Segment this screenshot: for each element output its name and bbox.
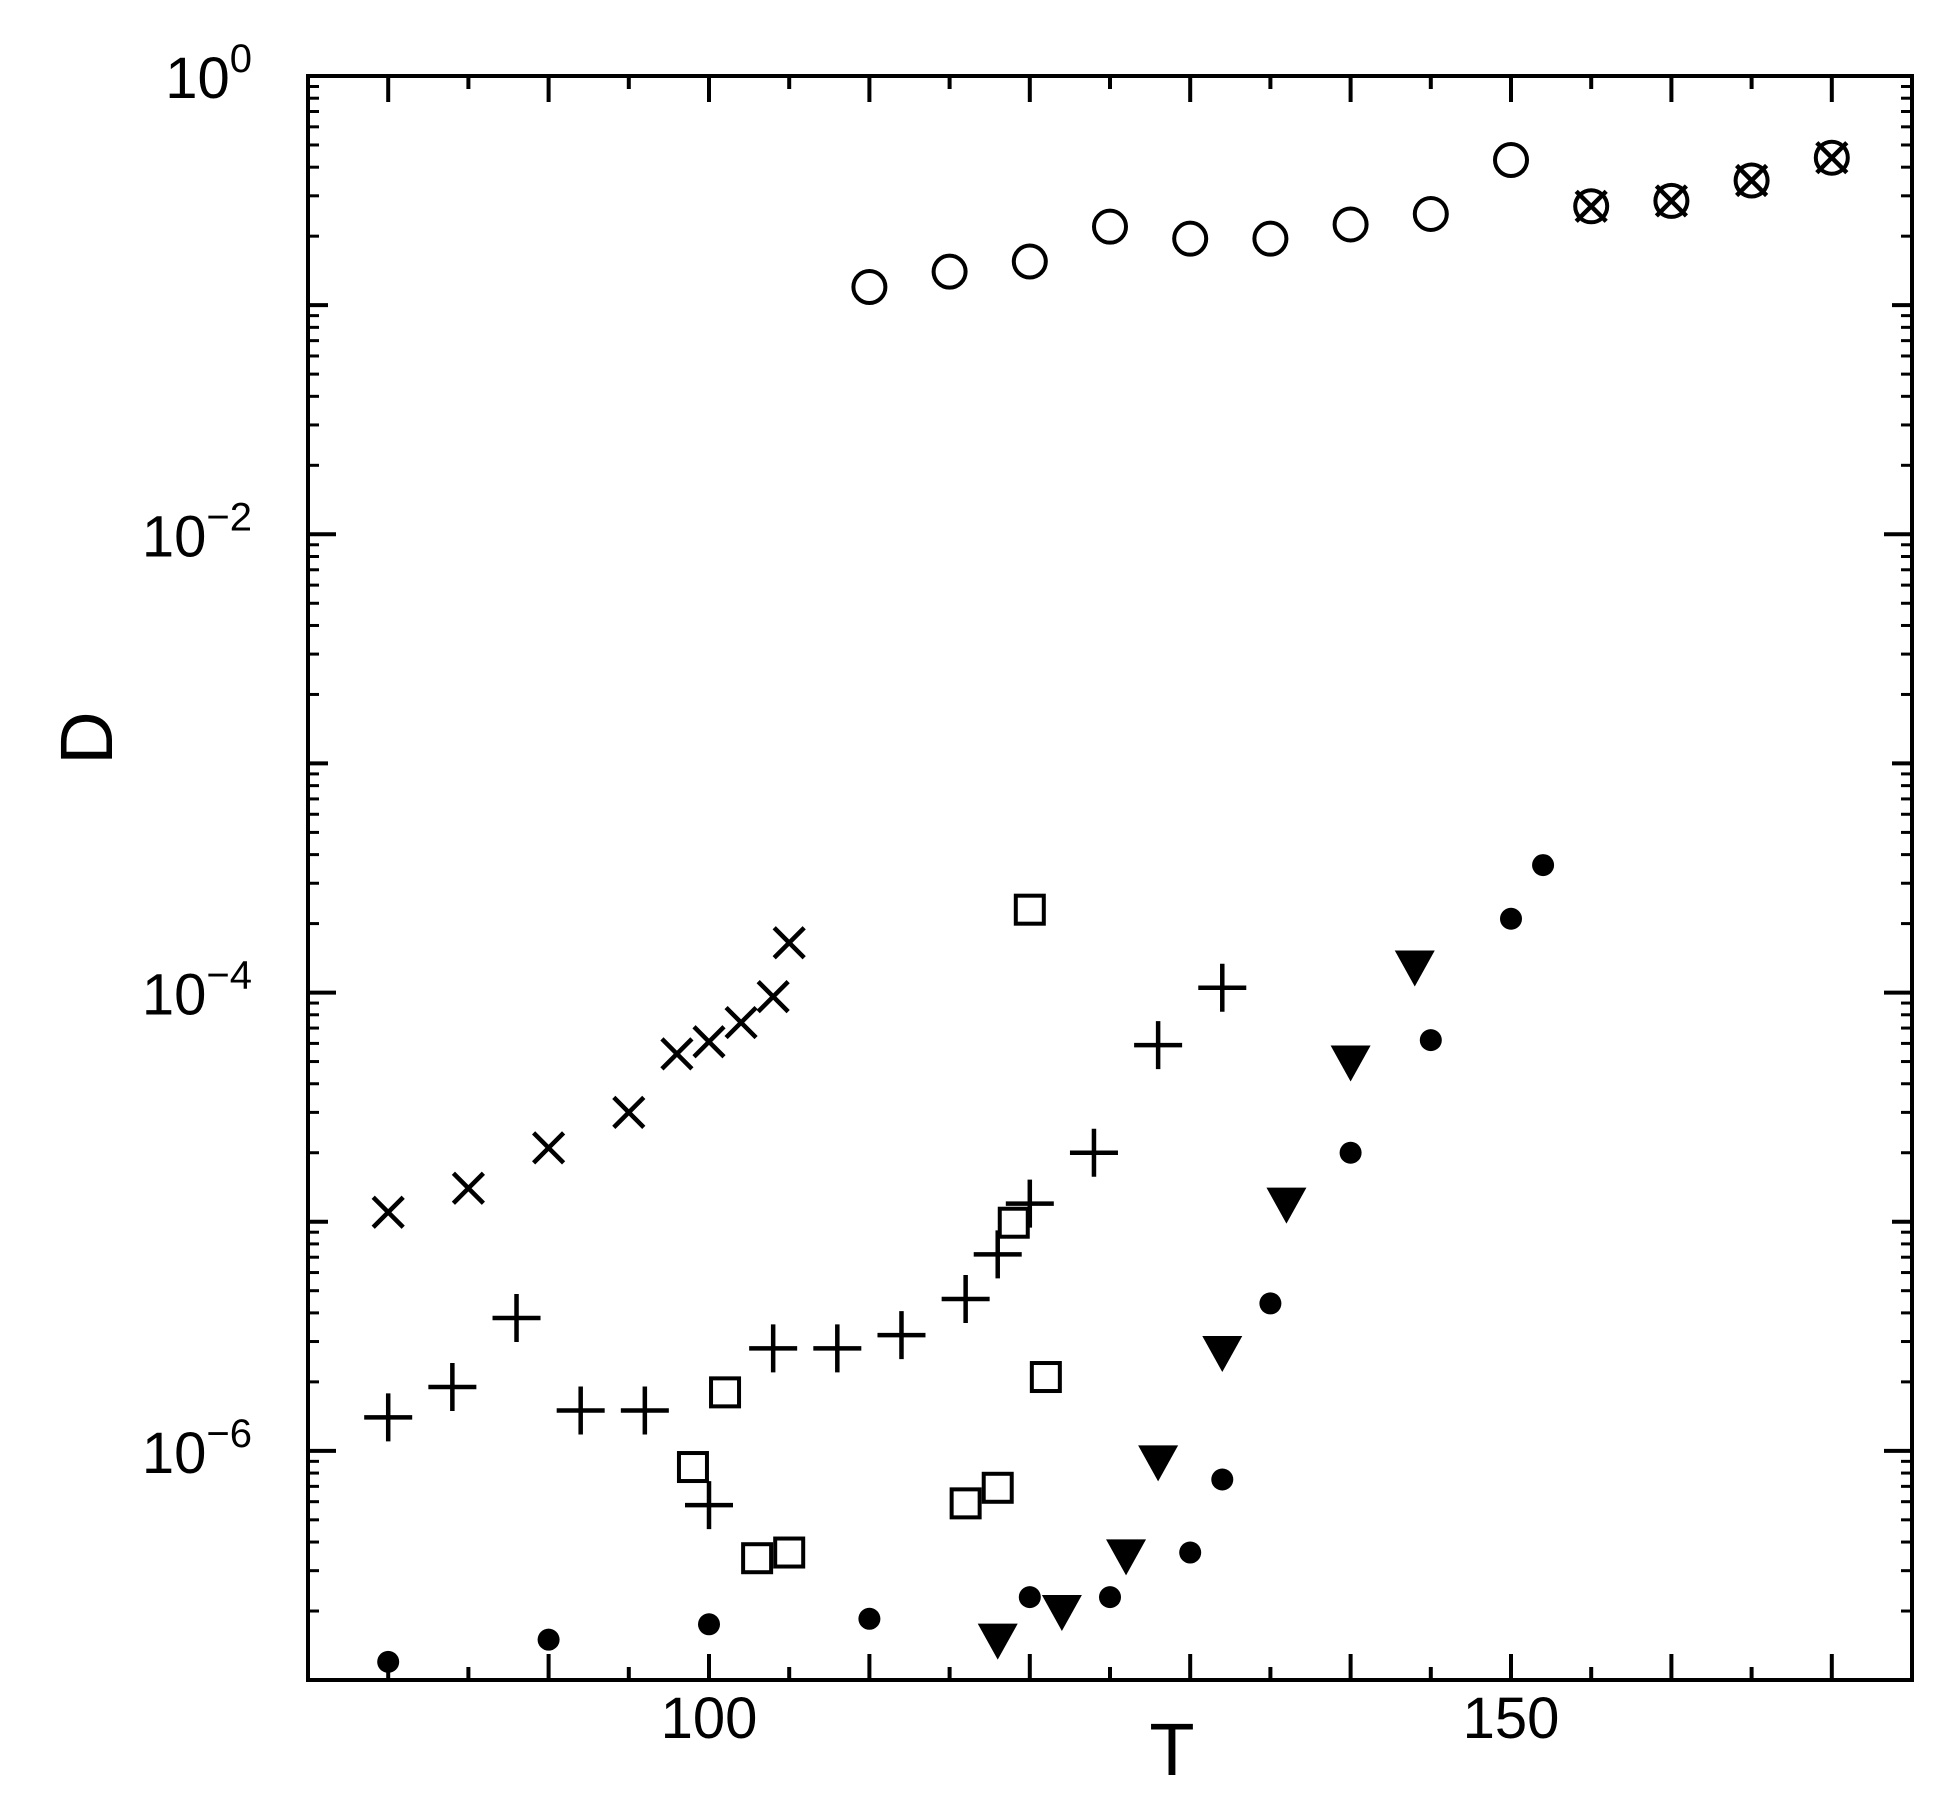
point-x bbox=[660, 1037, 694, 1071]
point-open-circle bbox=[851, 268, 888, 305]
point-open-square bbox=[773, 1536, 806, 1569]
point-open-square bbox=[1029, 1361, 1062, 1394]
point-filled-triangle bbox=[1330, 1045, 1371, 1082]
point-plus bbox=[492, 1294, 541, 1342]
point-open-square bbox=[709, 1376, 742, 1409]
point-open-square bbox=[981, 1471, 1014, 1504]
point-filled-circle bbox=[377, 1650, 400, 1673]
y-tick-label: 10−6 bbox=[142, 1412, 252, 1486]
point-plus bbox=[620, 1386, 669, 1435]
point-filled-circle bbox=[1339, 1141, 1362, 1164]
point-filled-circle bbox=[1179, 1541, 1202, 1564]
point-plus bbox=[1005, 1179, 1054, 1228]
point-open-circle bbox=[1573, 188, 1610, 225]
point-filled-circle bbox=[1419, 1029, 1442, 1052]
x-tick-label: 150 bbox=[1463, 1686, 1560, 1751]
point-filled-circle bbox=[858, 1607, 881, 1630]
point-x bbox=[756, 980, 790, 1014]
point-x bbox=[692, 1025, 726, 1059]
point-open-circle bbox=[1092, 208, 1128, 245]
axis-ticks bbox=[308, 76, 1912, 1680]
point-open-circle bbox=[1653, 182, 1690, 219]
point-filled-circle bbox=[1259, 1292, 1282, 1315]
point-x bbox=[532, 1131, 566, 1165]
point-open-circle bbox=[1733, 162, 1770, 199]
point-x bbox=[724, 1005, 758, 1040]
x-axis-title: T bbox=[1149, 1708, 1194, 1791]
point-filled-triangle bbox=[1266, 1187, 1307, 1224]
point-x bbox=[1574, 189, 1608, 223]
x-tick-label: 100 bbox=[661, 1686, 758, 1751]
point-filled-circle bbox=[1018, 1586, 1041, 1609]
point-filled-circle bbox=[1099, 1586, 1121, 1609]
point-filled-triangle bbox=[1041, 1595, 1082, 1632]
y-tick-label: 10−4 bbox=[142, 954, 252, 1028]
point-plus bbox=[813, 1324, 862, 1373]
point-plus bbox=[428, 1362, 477, 1411]
point-open-circle bbox=[1011, 243, 1048, 280]
point-open-square bbox=[676, 1451, 709, 1484]
point-plus bbox=[685, 1481, 733, 1530]
point-filled-circle bbox=[1211, 1468, 1234, 1491]
point-open-square bbox=[741, 1542, 774, 1575]
point-open-circle bbox=[1172, 220, 1209, 257]
point-x bbox=[772, 926, 806, 960]
point-plus bbox=[556, 1386, 605, 1435]
point-filled-circle bbox=[1500, 907, 1522, 930]
point-plus bbox=[941, 1274, 990, 1323]
point-x bbox=[371, 1195, 405, 1229]
point-filled-circle bbox=[698, 1613, 720, 1636]
point-x bbox=[612, 1095, 646, 1129]
point-open-circle bbox=[1412, 195, 1449, 232]
point-plus bbox=[1198, 963, 1247, 1012]
point-filled-triangle bbox=[1202, 1336, 1243, 1373]
y-axis-title: D bbox=[45, 711, 128, 764]
point-filled-circle bbox=[537, 1628, 560, 1651]
point-open-circle bbox=[1332, 206, 1369, 243]
y-tick-label: 100 bbox=[165, 37, 252, 111]
point-open-square bbox=[997, 1206, 1030, 1239]
point-open-circle bbox=[931, 253, 968, 290]
point-open-circle bbox=[1252, 220, 1289, 257]
point-plus bbox=[364, 1393, 413, 1442]
point-x bbox=[451, 1171, 485, 1205]
point-open-circle bbox=[1813, 139, 1850, 176]
point-plus bbox=[1134, 1021, 1183, 1070]
point-plus bbox=[973, 1230, 1022, 1279]
point-open-square bbox=[949, 1487, 982, 1520]
point-plus bbox=[877, 1311, 926, 1360]
point-x bbox=[1654, 184, 1688, 218]
point-filled-triangle bbox=[1106, 1539, 1147, 1576]
point-filled-circle bbox=[1532, 854, 1555, 877]
point-filled-triangle bbox=[977, 1623, 1018, 1660]
point-plus bbox=[749, 1324, 798, 1373]
plot-frame bbox=[306, 74, 1914, 1682]
point-x bbox=[1735, 163, 1769, 198]
point-filled-triangle bbox=[1138, 1445, 1179, 1482]
point-x bbox=[1815, 141, 1849, 175]
y-tick-label: 10−2 bbox=[142, 495, 252, 569]
point-plus bbox=[1069, 1128, 1118, 1177]
point-filled-triangle bbox=[1394, 950, 1435, 987]
tick-labels: 100 150 100 10−2 10−4 10−6 bbox=[142, 37, 1560, 1751]
data-points bbox=[364, 139, 1850, 1673]
point-open-square bbox=[1013, 893, 1046, 926]
point-open-circle bbox=[1493, 141, 1529, 178]
